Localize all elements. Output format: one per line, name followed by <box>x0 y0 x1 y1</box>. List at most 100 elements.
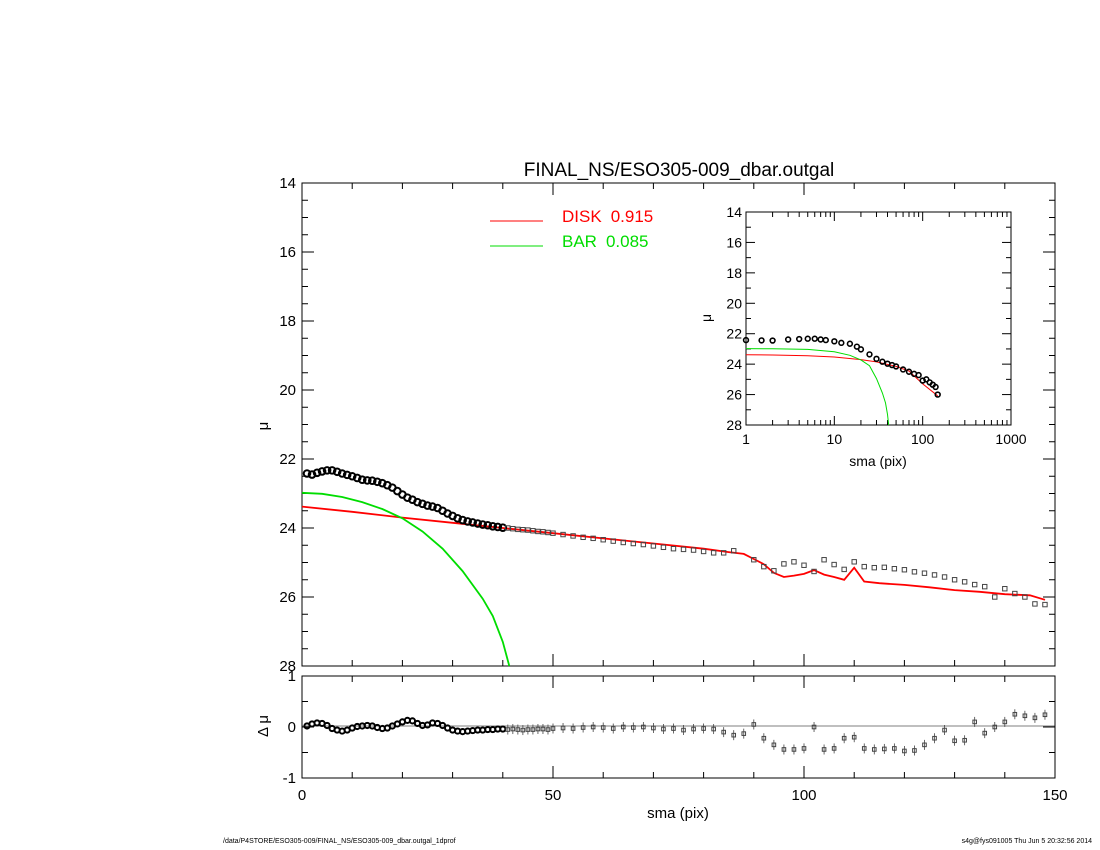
inset-profile-point <box>838 339 845 347</box>
profile-point <box>362 476 372 485</box>
profile-point <box>590 535 596 542</box>
inset-profile-point <box>866 351 873 358</box>
profile-point <box>982 583 988 590</box>
inset-profile-point <box>899 366 907 373</box>
residual-point <box>711 726 716 732</box>
inset-profile-point <box>846 340 854 347</box>
inset-profile-point <box>804 335 811 342</box>
residual-point <box>510 726 516 732</box>
profile-point <box>851 559 857 565</box>
profile-point <box>458 515 467 525</box>
residual-point <box>701 726 706 731</box>
profile-point <box>317 467 327 476</box>
inset-profile-point <box>784 336 792 343</box>
x-tick-label: 50 <box>545 787 562 804</box>
residual-point <box>641 724 646 730</box>
profile-point <box>992 594 998 600</box>
inset-profile-point <box>758 337 765 344</box>
inset-x-tick-label: 1 <box>742 431 750 447</box>
profile-point <box>580 534 586 541</box>
series-line-disk <box>301 505 1046 601</box>
inset-profile-point <box>811 335 818 342</box>
residual-point <box>530 727 536 732</box>
residual-y-tick-label: 1 <box>288 668 296 685</box>
residual-point <box>922 742 927 748</box>
inset-profile-point <box>795 335 803 343</box>
profile-point <box>428 502 437 511</box>
profile-point <box>535 528 541 535</box>
x-axis-label: sma (pix) <box>647 805 709 822</box>
residual-point <box>600 725 606 730</box>
profile-point <box>322 466 332 475</box>
profile-point <box>515 526 521 533</box>
residual-point <box>1042 712 1048 718</box>
profile-point <box>332 467 342 477</box>
residual-point <box>892 746 897 751</box>
profile-point <box>731 548 737 554</box>
inset-y-tick-label: 22 <box>726 326 742 342</box>
profile-point <box>600 537 606 543</box>
residual-point <box>952 738 957 744</box>
residual-point <box>992 724 998 730</box>
profile-point <box>921 570 928 576</box>
profile-point <box>352 473 362 483</box>
inset-profile-points <box>742 335 941 398</box>
profile-point <box>891 566 898 572</box>
main-y-tick-label: 28 <box>279 658 296 675</box>
residual-point <box>821 747 827 752</box>
profile-point <box>312 468 322 478</box>
residual-panel: 10-10 50 100 150 Δ μ sma (pix) <box>255 668 1068 822</box>
profile-point <box>520 527 526 533</box>
main-y-axis: 14 16 18 20 22 24 26 28 <box>279 175 1055 675</box>
inset-axes: 14 16 18 20 22 24 26 281 10 100 1000 <box>726 204 1026 447</box>
profile-point <box>545 529 551 536</box>
residual-point <box>751 722 757 727</box>
profile-point <box>337 469 347 478</box>
residual-point <box>610 726 616 731</box>
main-y-tick-label: 18 <box>279 313 296 330</box>
residual-point <box>882 746 887 752</box>
legend-bar-label: BAR 0.085 <box>562 232 649 251</box>
file-path-footer: /data/P4STORE/ESO305-009/FINAL_NS/ESO305… <box>223 838 456 845</box>
profile-point <box>468 518 477 527</box>
profile-point <box>505 525 511 531</box>
profile-point <box>861 563 867 570</box>
residual-axes: 10-10 50 100 150 <box>283 668 1068 804</box>
profile-point <box>483 520 493 530</box>
inset-series-line-disk <box>745 354 939 397</box>
profile-point <box>700 548 707 555</box>
profile-point <box>610 538 616 544</box>
profile-point <box>373 477 382 487</box>
profile-point <box>801 562 807 568</box>
inset-y-tick-label: 28 <box>726 417 742 433</box>
inset-profile-point <box>934 391 941 398</box>
main-series <box>301 491 1046 667</box>
profile-point <box>357 475 367 485</box>
profile-point <box>347 471 357 481</box>
profile-point <box>570 533 576 539</box>
profile-point <box>881 564 888 571</box>
profile-point <box>418 499 427 509</box>
residual-point <box>841 735 847 741</box>
x-tick-label: 100 <box>791 787 816 804</box>
residual-point <box>520 727 526 733</box>
residual-point <box>851 734 857 740</box>
dense-profile-points <box>302 466 508 532</box>
inset-y-tick-label: 20 <box>726 295 742 311</box>
inset-y-tick-label: 26 <box>726 387 742 403</box>
inset-y-tick-label: 18 <box>726 265 742 281</box>
main-y-tick-label: 20 <box>279 382 296 399</box>
residual-point <box>942 727 947 733</box>
residual-point <box>731 732 737 738</box>
residual-point <box>811 724 817 730</box>
residual-point <box>550 726 556 731</box>
chart-title: FINAL_NS/ESO305-009_dbar.outgal <box>524 160 835 181</box>
inset-profile-point <box>905 368 913 375</box>
inset-profile-point <box>831 338 838 345</box>
residual-point <box>661 726 666 732</box>
profile-point <box>781 561 787 567</box>
inset-panel: 14 16 18 20 22 24 26 281 10 100 1000 sma (pix) μ <box>698 204 1027 469</box>
inset-profile-point <box>822 336 829 344</box>
profile-point <box>831 561 837 568</box>
